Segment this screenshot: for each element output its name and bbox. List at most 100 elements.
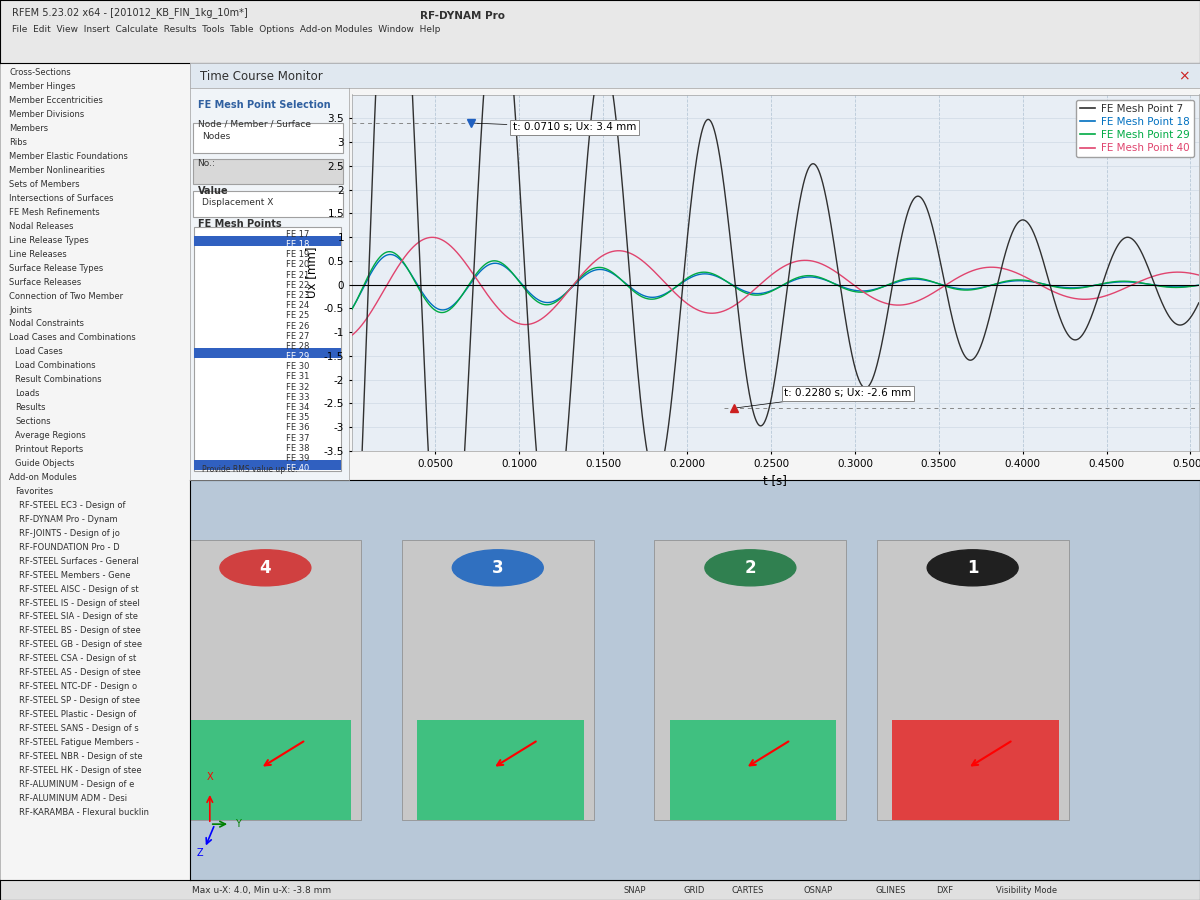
Text: FE 25: FE 25 (286, 311, 310, 320)
Text: Member Elastic Foundations: Member Elastic Foundations (10, 152, 128, 161)
Text: t: 0.2280 s; Ux: -2.6 mm: t: 0.2280 s; Ux: -2.6 mm (737, 388, 912, 408)
Text: Max u-X: 4.0, Min u-X: -3.8 mm: Max u-X: 4.0, Min u-X: -3.8 mm (192, 886, 331, 895)
Circle shape (704, 550, 796, 586)
Text: Average Regions: Average Regions (16, 431, 86, 440)
FancyBboxPatch shape (194, 236, 341, 247)
Text: Connection of Two Member: Connection of Two Member (10, 292, 124, 301)
Text: Surface Release Types: Surface Release Types (10, 264, 103, 273)
Text: FE 17: FE 17 (286, 230, 310, 238)
Text: ×: × (1178, 70, 1190, 84)
Text: FE 37: FE 37 (286, 434, 310, 443)
Text: Printout Reports: Printout Reports (16, 446, 84, 454)
Text: RF-STEEL Members - Gene: RF-STEEL Members - Gene (19, 571, 131, 580)
Text: RF-STEEL AS - Design of stee: RF-STEEL AS - Design of stee (19, 668, 140, 678)
Text: Load Combinations: Load Combinations (16, 362, 96, 371)
Text: FE 26: FE 26 (286, 321, 310, 330)
Text: Nodal Constraints: Nodal Constraints (10, 320, 84, 328)
Text: Sections: Sections (16, 418, 50, 427)
Text: t: 0.0710 s; Ux: 3.4 mm: t: 0.0710 s; Ux: 3.4 mm (474, 122, 636, 132)
Text: FE 29: FE 29 (286, 352, 310, 361)
Text: Displacement X: Displacement X (203, 198, 274, 207)
Text: Add-on Modules: Add-on Modules (10, 473, 77, 482)
FancyBboxPatch shape (193, 123, 343, 153)
Text: FE 27: FE 27 (286, 332, 310, 341)
Text: Visibility Mode: Visibility Mode (996, 886, 1057, 895)
Text: Line Release Types: Line Release Types (10, 236, 89, 245)
Text: FE 36: FE 36 (286, 423, 310, 432)
Text: FE Mesh Points: FE Mesh Points (198, 220, 281, 230)
Text: Result Combinations: Result Combinations (16, 375, 102, 384)
Text: 2: 2 (744, 559, 756, 577)
Text: FE 19: FE 19 (286, 250, 310, 259)
Text: Cross-Sections: Cross-Sections (10, 68, 71, 77)
Text: 4: 4 (259, 559, 271, 577)
FancyBboxPatch shape (402, 540, 594, 820)
Text: RF-STEEL NTC-DF - Design o: RF-STEEL NTC-DF - Design o (19, 682, 137, 691)
Text: Views: Views (91, 880, 118, 889)
FancyBboxPatch shape (169, 540, 361, 820)
Text: Load Cases: Load Cases (16, 347, 62, 356)
FancyBboxPatch shape (654, 540, 846, 820)
Text: RF-STEEL CSA - Design of st: RF-STEEL CSA - Design of st (19, 654, 137, 663)
Text: RF-ALUMINUM - Design of e: RF-ALUMINUM - Design of e (19, 779, 134, 788)
Text: RF-STEEL SP - Design of stee: RF-STEEL SP - Design of stee (19, 697, 140, 706)
Text: Intersections of Surfaces: Intersections of Surfaces (10, 194, 114, 203)
Text: Member Hinges: Member Hinges (10, 83, 76, 92)
Text: X: X (206, 772, 214, 782)
Text: SNAP: SNAP (624, 886, 647, 895)
Text: Load Cases and Combinations: Load Cases and Combinations (10, 334, 137, 343)
Text: RF-STEEL IS - Design of steel: RF-STEEL IS - Design of steel (19, 598, 140, 608)
FancyBboxPatch shape (194, 460, 341, 471)
Text: RF-DYNAM Pro - Dynam: RF-DYNAM Pro - Dynam (19, 515, 118, 524)
Circle shape (220, 550, 311, 586)
Text: RF-JOINTS - Design of jo: RF-JOINTS - Design of jo (19, 529, 120, 537)
Text: 1: 1 (967, 559, 978, 577)
Text: RF-STEEL Plastic - Design of: RF-STEEL Plastic - Design of (19, 710, 137, 719)
Text: Z: Z (197, 848, 203, 859)
Text: Orthotropic Surfaces and Me: Orthotropic Surfaces and Me (10, 54, 131, 63)
Circle shape (928, 550, 1018, 586)
Text: RF-STEEL BS - Design of stee: RF-STEEL BS - Design of stee (19, 626, 140, 635)
Text: FE 24: FE 24 (286, 302, 310, 310)
Text: GLINES: GLINES (876, 886, 906, 895)
FancyBboxPatch shape (194, 348, 341, 358)
Text: 3: 3 (492, 559, 504, 577)
Circle shape (452, 550, 544, 586)
Text: Value: Value (198, 186, 228, 196)
Text: FE 34: FE 34 (286, 403, 310, 412)
Text: RFEM 5.23.02 x64 - [201012_KB_FIN_1kg_10m*]: RFEM 5.23.02 x64 - [201012_KB_FIN_1kg_10… (12, 7, 247, 19)
Text: FE 33: FE 33 (286, 392, 310, 401)
Text: RF-KARAMBA - Flexural bucklin: RF-KARAMBA - Flexural bucklin (19, 808, 149, 817)
Text: RF-STEEL SIA - Design of ste: RF-STEEL SIA - Design of ste (19, 612, 138, 621)
X-axis label: t [s]: t [s] (763, 474, 787, 487)
Text: Surface Releases: Surface Releases (10, 277, 82, 286)
FancyBboxPatch shape (892, 720, 1058, 820)
Text: Members: Members (10, 124, 49, 133)
Text: RF-STEEL AISC - Design of st: RF-STEEL AISC - Design of st (19, 585, 138, 594)
Text: FE 32: FE 32 (286, 382, 310, 392)
Text: Results: Results (133, 880, 166, 889)
Text: Member Eccentricities: Member Eccentricities (10, 96, 103, 105)
Text: RF-STEEL EC3 - Design of: RF-STEEL EC3 - Design of (19, 500, 126, 509)
FancyBboxPatch shape (416, 720, 583, 820)
Text: Member Nonlinearities: Member Nonlinearities (10, 166, 106, 176)
Text: File  Edit  View  Insert  Calculate  Results  Tools  Table  Options  Add-on Modu: File Edit View Insert Calculate Results … (12, 25, 440, 34)
FancyBboxPatch shape (185, 720, 352, 820)
Text: CARTES: CARTES (732, 886, 764, 895)
Legend: FE Mesh Point 7, FE Mesh Point 18, FE Mesh Point 29, FE Mesh Point 40: FE Mesh Point 7, FE Mesh Point 18, FE Me… (1075, 100, 1194, 158)
Text: Joints: Joints (10, 306, 32, 315)
Text: Display: Display (42, 880, 76, 889)
Text: FE 23: FE 23 (286, 291, 310, 300)
Text: Time Course Monitor: Time Course Monitor (199, 70, 323, 84)
Text: Project Navigator - Data: Project Navigator - Data (10, 22, 133, 32)
Text: Line Releases: Line Releases (10, 250, 67, 259)
Text: Data: Data (4, 880, 25, 889)
FancyBboxPatch shape (670, 720, 836, 820)
Text: Member Divisions: Member Divisions (10, 111, 85, 119)
Text: RF-STEEL GB - Design of stee: RF-STEEL GB - Design of stee (19, 641, 142, 650)
Text: RF-DYNAM Pro: RF-DYNAM Pro (420, 12, 505, 22)
Text: Nodal Releases: Nodal Releases (10, 222, 74, 231)
Text: Favorites: Favorites (16, 487, 53, 496)
Text: Sets of Members: Sets of Members (10, 180, 80, 189)
Text: Ribs: Ribs (10, 139, 28, 148)
